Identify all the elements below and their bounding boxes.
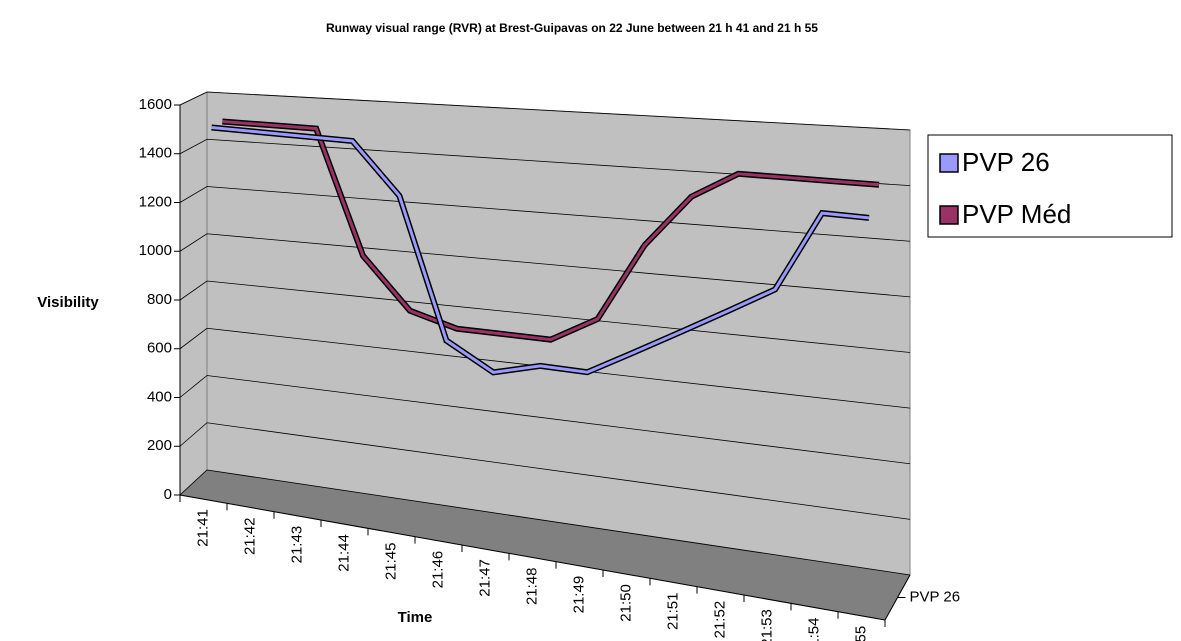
grid-line [179,327,911,409]
chart-title: Runway visual range (RVR) at Brest-Guipa… [326,21,818,35]
x-tick-label: 21:53 [758,609,775,641]
grid-line [179,280,911,353]
x-tick-label: 21:44 [335,534,352,572]
legend-box [927,134,1173,238]
y-axis-title: Visibility [37,294,99,311]
legend-label: PVP Méd [962,199,1071,229]
x-axis [179,494,886,621]
series-line [222,120,880,342]
grid-line [179,375,911,465]
depth-tick-label: PVP 26 [910,588,961,605]
x-tick-label: 21:49 [570,576,587,614]
grid-line [179,186,911,242]
series-line [211,126,870,374]
x-tick-label: 21:55 [852,626,869,641]
x-tick-label: 21:48 [523,568,540,606]
y-tick-label: 0 [164,486,172,503]
x-tick-label: 21:43 [288,526,305,564]
x-tick-label: 21:47 [476,559,493,597]
x-tick-label: 21:52 [711,601,728,639]
x-tick-label: 21:51 [664,593,681,631]
legend-label: PVP 26 [962,147,1050,177]
y-tick-label: 200 [147,437,172,454]
y-tick-label: 1400 [139,145,172,162]
grid-line [179,233,911,298]
grid-line [179,469,911,576]
legend-swatch [939,205,959,225]
legend-swatch [939,153,959,173]
x-tick-label: 21:41 [194,509,211,547]
y-tick-label: 400 [147,388,172,405]
x-tick-label: 21:45 [382,543,399,581]
y-tick-label: 800 [147,291,172,308]
grid-line [179,138,911,187]
x-tick-label: 21:46 [429,551,446,589]
y-tick-label: 1000 [139,242,172,259]
y-tick-label: 1200 [139,193,172,210]
y-tick-label: 1600 [139,96,172,113]
grid-line [179,91,911,131]
y-tick-label: 600 [147,340,172,357]
x-tick-label: 21:42 [241,518,258,556]
x-tick-label: 21:54 [805,618,822,641]
x-axis-title: Time [398,609,433,626]
x-tick-label: 21:50 [617,584,634,622]
grid-line [179,422,911,520]
